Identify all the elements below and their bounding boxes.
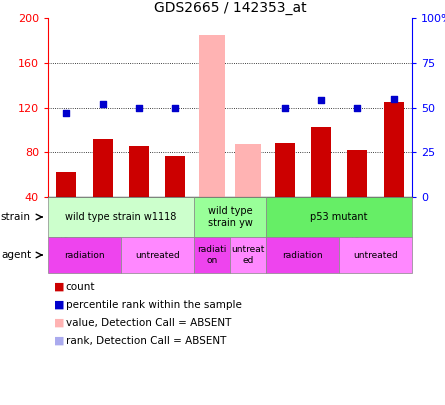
Text: untreat
ed: untreat ed (231, 245, 265, 265)
Point (281, 104, 288, 111)
Text: GDS2665 / 142353_at: GDS2665 / 142353_at (154, 1, 306, 15)
Point (390, 95, 397, 102)
Bar (348, 150, 368, 197)
Bar (235, 145, 261, 197)
Text: wild type strain w1118: wild type strain w1118 (65, 212, 177, 222)
Bar (194, 197, 267, 237)
Bar (230, 237, 267, 273)
Text: wild type
strain yw: wild type strain yw (207, 206, 252, 228)
Bar (48, 197, 412, 405)
Bar (166, 156, 186, 197)
Text: untreated: untreated (135, 251, 180, 260)
Bar (48, 237, 121, 273)
Bar (339, 237, 412, 273)
Point (63, 110, 70, 116)
Bar (311, 126, 331, 197)
Bar (384, 102, 404, 197)
Bar (93, 139, 113, 197)
Bar (121, 237, 194, 273)
Bar (194, 237, 230, 273)
Bar (129, 145, 149, 197)
Text: radiati
on: radiati on (197, 245, 227, 265)
Bar (267, 197, 412, 237)
Point (354, 104, 361, 111)
Bar (267, 237, 339, 273)
Bar (275, 143, 295, 197)
Point (135, 104, 142, 111)
Point (99, 101, 106, 107)
Text: count: count (66, 282, 95, 292)
Text: radiation: radiation (64, 251, 105, 260)
Text: rank, Detection Call = ABSENT: rank, Detection Call = ABSENT (66, 336, 226, 346)
Text: ■: ■ (54, 282, 65, 292)
Text: strain: strain (1, 212, 31, 222)
Point (172, 104, 179, 111)
Point (317, 97, 324, 104)
Text: agent: agent (1, 250, 31, 260)
Text: p53 mutant: p53 mutant (311, 212, 368, 222)
Text: ■: ■ (54, 318, 65, 328)
Text: ■: ■ (54, 300, 65, 310)
Text: radiation: radiation (283, 251, 323, 260)
Bar (199, 35, 225, 197)
Text: percentile rank within the sample: percentile rank within the sample (66, 300, 242, 310)
Bar (48, 197, 194, 237)
Text: ■: ■ (54, 336, 65, 346)
Text: untreated: untreated (353, 251, 398, 260)
Bar (56, 173, 76, 197)
Text: value, Detection Call = ABSENT: value, Detection Call = ABSENT (66, 318, 231, 328)
